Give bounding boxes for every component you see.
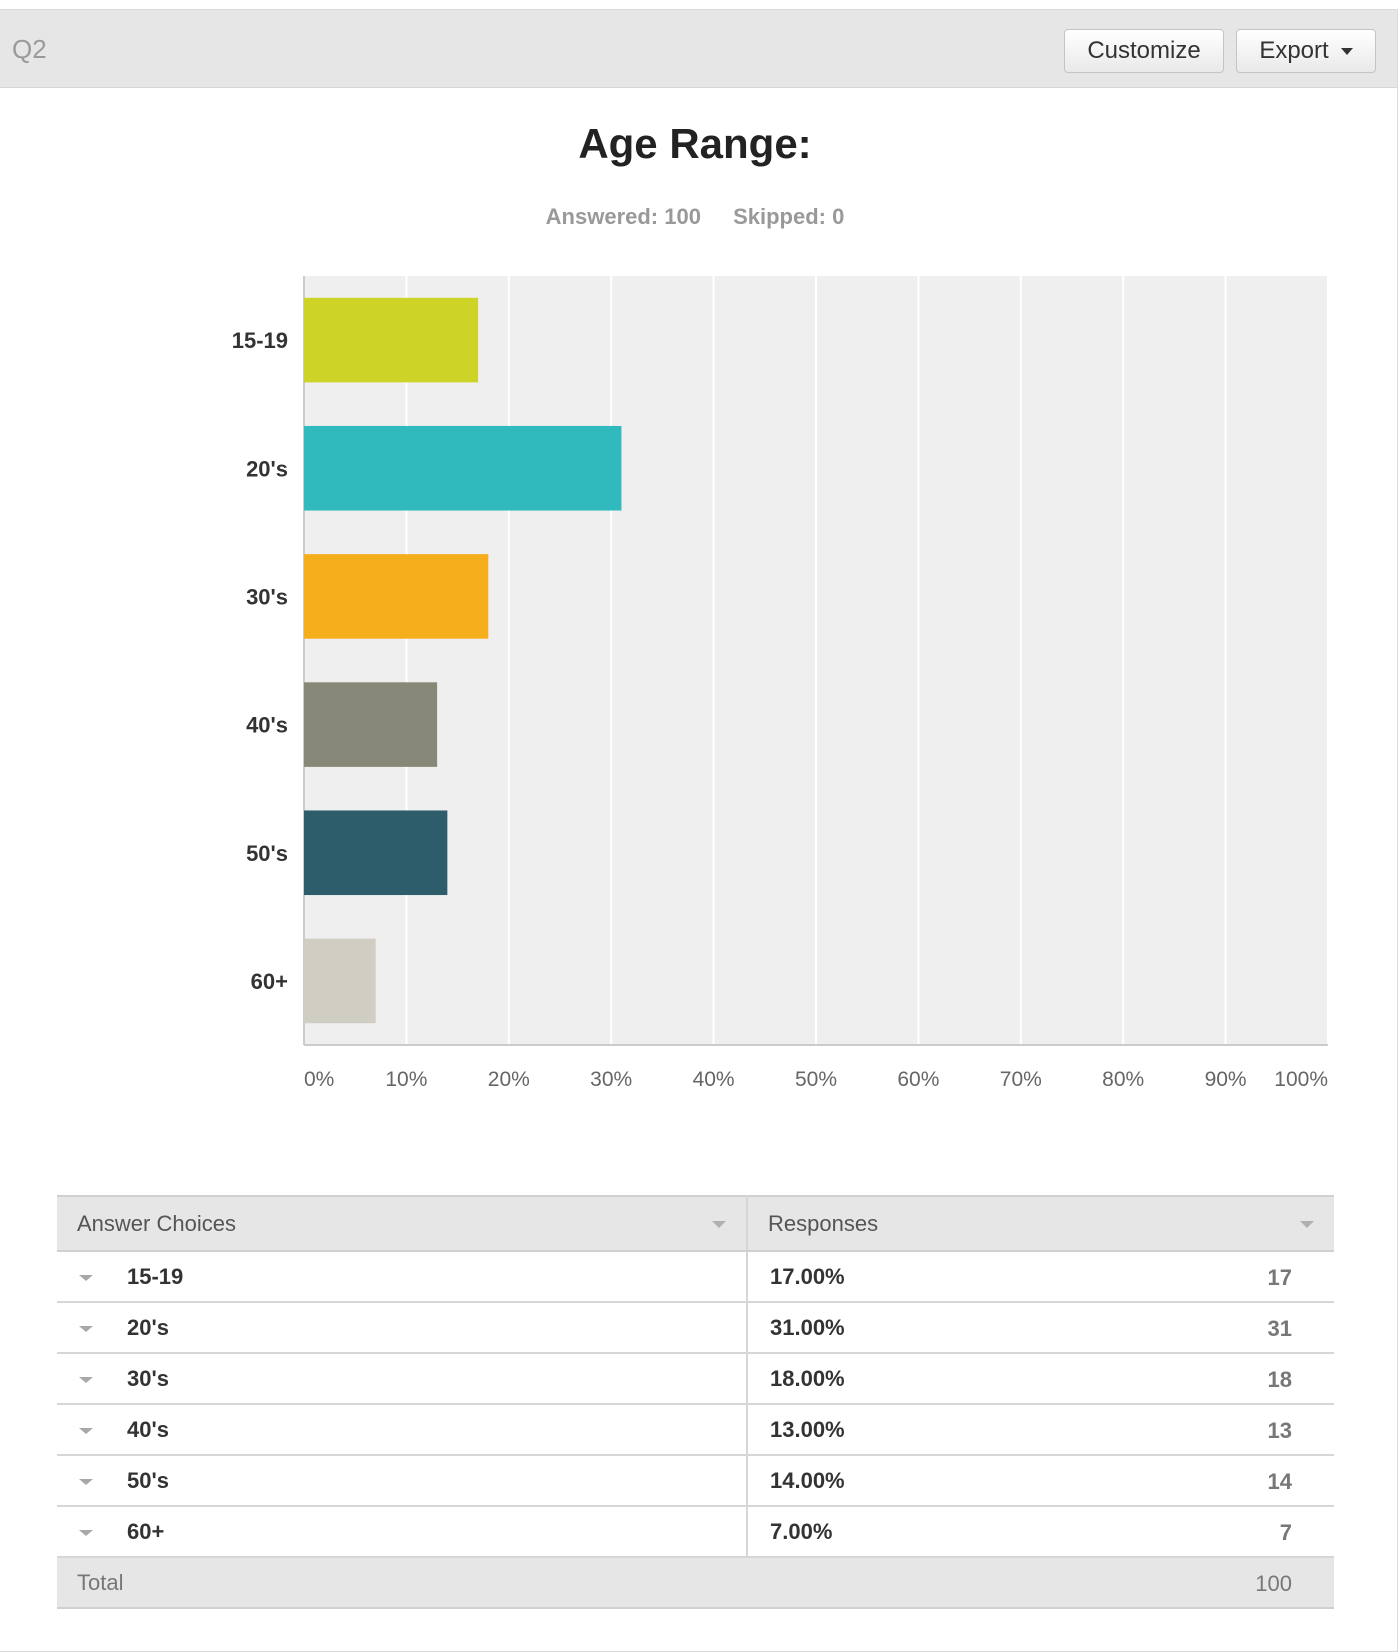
bar-30s — [304, 554, 489, 639]
table-row: 30's 18.00% 18 — [57, 1353, 1334, 1405]
age-range-bar-chart: 15-19 20's 30's 40's 50's 60+ 0% 10% 20% 30% 40% 50… — [232, 276, 1329, 1091]
choice-label: 40's — [127, 1416, 169, 1442]
question-number: Q2 — [12, 34, 47, 64]
response-percent: 7.00% — [770, 1518, 833, 1544]
response-percent: 18.00% — [770, 1365, 845, 1391]
category-label: 40's — [246, 713, 288, 738]
choice-label: 20's — [127, 1314, 169, 1340]
x-tick-label: 60% — [897, 1068, 939, 1091]
category-label: 20's — [246, 456, 288, 481]
response-percent: 14.00% — [770, 1467, 845, 1493]
expand-caret-icon[interactable] — [79, 1376, 93, 1383]
total-label: Total — [77, 1569, 124, 1595]
responses-header-label: Responses — [768, 1210, 879, 1236]
x-tick-label: 90% — [1205, 1068, 1247, 1091]
response-count: 17 — [1267, 1265, 1292, 1290]
skipped-count: Skipped: 0 — [733, 204, 845, 229]
response-count: 7 — [1279, 1520, 1292, 1545]
category-label: 50's — [246, 841, 288, 866]
x-tick-label: 0% — [304, 1068, 334, 1091]
bar-60 — [304, 938, 376, 1024]
responses-header[interactable]: Responses — [747, 1195, 1334, 1252]
x-tick-label: 70% — [1000, 1068, 1042, 1091]
choice-label: 15-19 — [127, 1263, 184, 1289]
x-tick-label: 10% — [385, 1068, 427, 1091]
answer-choices-header-label: Answer Choices — [77, 1210, 236, 1236]
table-row: 40's 13.00% 13 — [57, 1404, 1334, 1456]
answer-choices-header[interactable]: Answer Choices — [57, 1195, 748, 1252]
answered-count: Answered: 100 — [545, 204, 701, 229]
expand-caret-icon[interactable] — [79, 1325, 93, 1332]
x-tick-label: 80% — [1102, 1068, 1144, 1091]
response-percent: 17.00% — [770, 1263, 845, 1289]
x-tick-label: 50% — [795, 1068, 837, 1091]
choice-label: 50's — [127, 1467, 169, 1493]
table-row: 20's 31.00% 31 — [57, 1302, 1334, 1354]
customize-button[interactable]: Customize — [1064, 29, 1224, 73]
total-value: 100 — [1255, 1571, 1292, 1596]
response-count: 31 — [1267, 1316, 1292, 1341]
response-percent: 13.00% — [770, 1416, 845, 1442]
x-tick-label: 40% — [693, 1068, 735, 1091]
category-label: 60+ — [251, 969, 288, 994]
export-button[interactable]: Export — [1236, 29, 1376, 73]
total-row: Total 100 — [57, 1557, 1334, 1609]
sort-icon[interactable] — [1300, 1221, 1314, 1228]
export-label: Export — [1259, 37, 1329, 64]
x-tick-label: 100% — [1274, 1068, 1328, 1091]
response-stats: Answered: 100 Skipped: 0 — [0, 204, 1390, 230]
response-count: 18 — [1267, 1367, 1292, 1392]
responses-table: Answer Choices Responses 15-19 17.00% 17 … — [57, 1195, 1334, 1609]
response-count: 13 — [1267, 1418, 1292, 1443]
category-label: 30's — [246, 584, 288, 609]
table-row: 15-19 17.00% 17 — [57, 1251, 1334, 1303]
choice-label: 60+ — [127, 1518, 165, 1544]
response-percent: 31.00% — [770, 1314, 845, 1340]
question-header: Q2 Customize Export — [0, 10, 1397, 88]
category-label: 15-19 — [232, 328, 288, 353]
bar-1519 — [304, 297, 479, 383]
table-header-row: Answer Choices Responses — [57, 1195, 1334, 1252]
bar-50s — [304, 810, 448, 896]
question-title: Age Range: — [578, 120, 812, 167]
expand-caret-icon[interactable] — [79, 1427, 93, 1434]
bar-40s — [304, 682, 438, 767]
chevron-down-icon — [1340, 48, 1353, 56]
response-count: 14 — [1267, 1469, 1292, 1494]
expand-caret-icon[interactable] — [79, 1478, 93, 1485]
table-row: 50's 14.00% 14 — [57, 1455, 1334, 1507]
table-row: 60+ 7.00% 7 — [57, 1506, 1334, 1558]
expand-caret-icon[interactable] — [79, 1529, 93, 1536]
x-tick-label: 20% — [488, 1068, 530, 1091]
bar-20s — [304, 425, 622, 511]
choice-label: 30's — [127, 1365, 169, 1391]
sort-icon[interactable] — [712, 1221, 726, 1228]
x-tick-label: 30% — [590, 1068, 632, 1091]
expand-caret-icon[interactable] — [79, 1274, 93, 1281]
